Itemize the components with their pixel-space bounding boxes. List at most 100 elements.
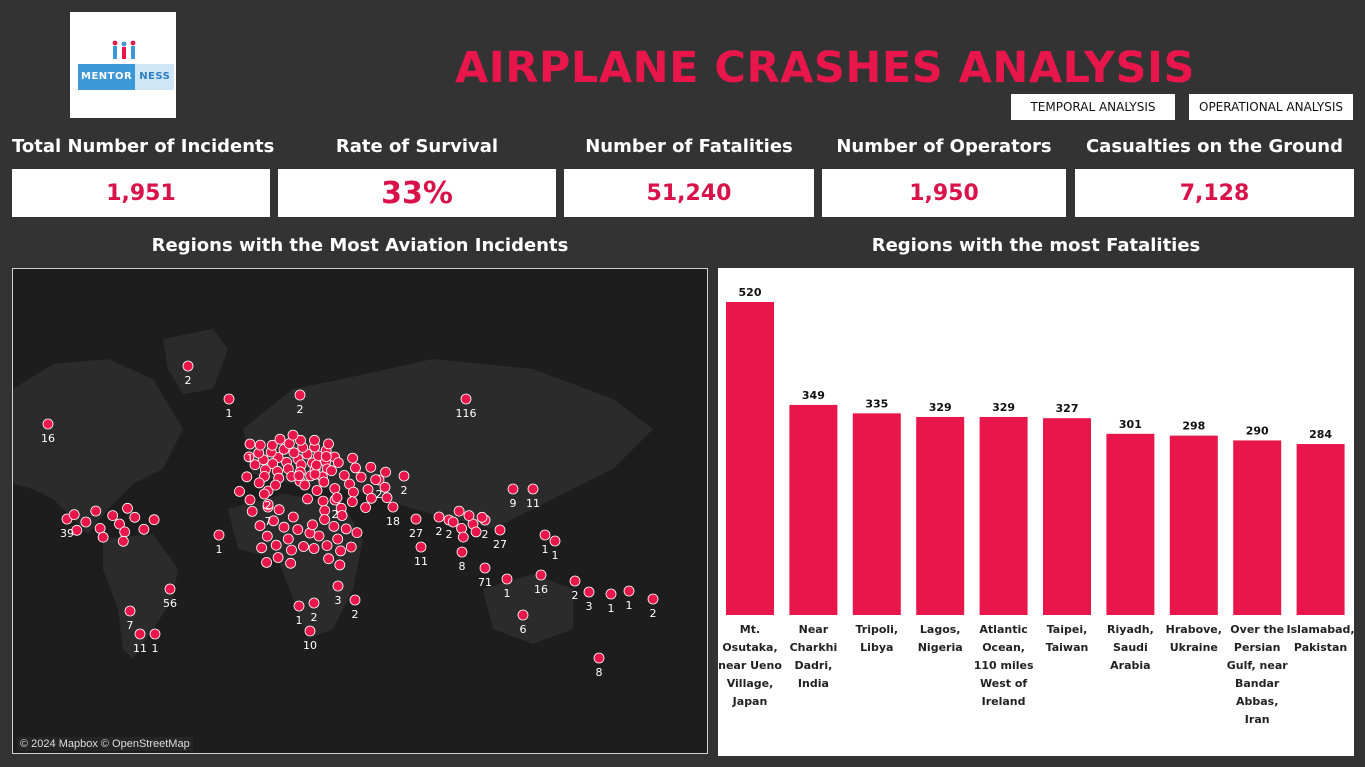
incident-marker-cluster-113[interactable] <box>351 527 363 539</box>
incident-marker-cluster-90[interactable] <box>272 552 284 563</box>
incident-marker-43[interactable] <box>332 580 344 592</box>
incident-marker-cluster-54[interactable] <box>317 495 329 507</box>
incident-marker-cluster-79[interactable] <box>71 524 83 536</box>
incident-marker-cluster-101[interactable] <box>321 540 333 552</box>
incident-marker-cluster-116[interactable] <box>253 477 265 489</box>
incident-marker-24[interactable] <box>527 483 539 495</box>
incident-marker-cluster-110[interactable] <box>336 510 348 521</box>
incident-marker-cluster-99[interactable] <box>273 504 285 516</box>
incident-marker-cluster-30[interactable] <box>249 459 261 471</box>
incident-marker-cluster-102[interactable] <box>328 520 340 532</box>
incident-marker-cluster-41[interactable] <box>329 483 341 494</box>
incident-marker-cluster-105[interactable] <box>340 523 352 535</box>
incident-marker-18[interactable] <box>433 511 445 523</box>
incident-marker-15[interactable] <box>387 501 399 513</box>
incident-marker-cluster-51[interactable] <box>346 496 358 508</box>
incident-marker-cluster-77[interactable] <box>90 505 102 517</box>
incident-marker-cluster-109[interactable] <box>308 543 320 554</box>
incident-marker-cluster-20[interactable] <box>266 439 278 451</box>
incident-marker-cluster-74[interactable] <box>80 516 92 528</box>
incident-marker-cluster-31[interactable] <box>309 434 320 446</box>
incident-marker-cluster-75[interactable] <box>129 511 141 523</box>
incident-marker-cluster-9[interactable] <box>267 458 279 470</box>
incident-marker-38[interactable] <box>593 652 605 664</box>
incident-marker-cluster-119[interactable] <box>270 479 281 491</box>
incident-marker-33[interactable] <box>583 586 595 598</box>
incident-map[interactable]: 2 1 16 116 2 1 39 56 7 11 1 2 7 2 2 18 2 27 2 2 2 27 11 9 11 8 71 1… <box>12 268 708 754</box>
incident-marker-28[interactable] <box>539 529 551 541</box>
incident-marker-cluster-72[interactable] <box>107 510 119 522</box>
incident-marker-cluster-93[interactable] <box>256 542 268 554</box>
incident-marker-cluster-92[interactable] <box>298 541 309 552</box>
incident-marker-cluster-117[interactable] <box>262 499 274 510</box>
incident-marker-cluster-78[interactable] <box>138 523 150 535</box>
incident-marker-7[interactable] <box>164 583 176 595</box>
incident-marker-29[interactable] <box>549 535 561 547</box>
incident-marker-cluster-108[interactable] <box>345 541 357 553</box>
incident-marker-cluster-103[interactable] <box>335 545 347 557</box>
incident-marker-cluster-62[interactable] <box>302 493 313 505</box>
incident-marker-cluster-120[interactable] <box>246 505 258 517</box>
incident-marker-25[interactable] <box>456 546 468 558</box>
incident-marker-cluster-53[interactable] <box>370 474 382 486</box>
incident-marker-cluster-60[interactable] <box>310 459 322 471</box>
incident-marker-36[interactable] <box>647 593 659 605</box>
incident-marker-cluster-49[interactable] <box>311 485 323 496</box>
incident-marker-cluster-121[interactable] <box>241 471 253 483</box>
incident-marker-41[interactable] <box>304 625 316 637</box>
incident-marker-cluster-46[interactable] <box>331 492 343 503</box>
incident-marker-cluster-114[interactable] <box>258 488 270 500</box>
incident-marker-37[interactable] <box>517 609 529 621</box>
incident-marker-21[interactable] <box>494 524 506 536</box>
incident-marker-cluster-64[interactable] <box>360 502 372 513</box>
incident-marker-cluster-98[interactable] <box>261 556 273 568</box>
incident-marker-cluster-76[interactable] <box>97 531 109 543</box>
incident-marker-cluster-42[interactable] <box>338 469 350 481</box>
incident-marker-2[interactable] <box>42 418 54 430</box>
incident-marker-cluster-123[interactable] <box>456 522 468 534</box>
incident-marker-cluster-65[interactable] <box>293 470 305 482</box>
incident-marker-cluster-28[interactable] <box>274 433 286 445</box>
incident-marker-cluster-66[interactable] <box>380 466 392 478</box>
incident-marker-cluster-128[interactable] <box>457 531 469 543</box>
incident-marker-34[interactable] <box>605 588 617 600</box>
incident-marker-26[interactable] <box>479 562 491 574</box>
incident-marker-cluster-129[interactable] <box>453 505 465 517</box>
incident-marker-cluster-69[interactable] <box>381 492 393 504</box>
incident-marker-cluster-127[interactable] <box>476 511 488 523</box>
incident-marker-40[interactable] <box>308 597 320 609</box>
incident-marker-cluster-86[interactable] <box>278 521 290 533</box>
incident-marker-cluster-96[interactable] <box>254 520 266 532</box>
incident-marker-0[interactable] <box>182 360 194 372</box>
incident-marker-cluster-126[interactable] <box>447 516 459 528</box>
incident-marker-32[interactable] <box>569 575 581 587</box>
incident-marker-cluster-100[interactable] <box>332 533 344 545</box>
incident-marker-cluster-58[interactable] <box>365 461 377 473</box>
incident-marker-cluster-111[interactable] <box>334 559 346 571</box>
incident-marker-cluster-125[interactable] <box>470 526 482 538</box>
incident-marker-cluster-63[interactable] <box>347 452 359 464</box>
incident-marker-cluster-36[interactable] <box>287 429 299 441</box>
incident-marker-4[interactable] <box>294 389 306 401</box>
incident-marker-cluster-94[interactable] <box>287 511 299 523</box>
incident-marker-cluster-118[interactable] <box>234 485 245 497</box>
incident-marker-10[interactable] <box>149 628 161 640</box>
incident-marker-cluster-88[interactable] <box>261 530 273 542</box>
incident-marker-35[interactable] <box>623 585 635 597</box>
operational-analysis-button[interactable]: OPERATIONAL ANALYSIS <box>1189 94 1353 120</box>
incident-marker-cluster-83[interactable] <box>148 514 160 526</box>
incident-marker-cluster-104[interactable] <box>313 530 325 542</box>
incident-marker-5[interactable] <box>244 438 256 450</box>
incident-marker-cluster-2[interactable] <box>288 447 300 459</box>
incident-marker-cluster-43[interactable] <box>347 486 359 498</box>
incident-marker-23[interactable] <box>507 483 519 495</box>
incident-marker-cluster-56[interactable] <box>365 492 377 504</box>
incident-marker-cluster-67[interactable] <box>319 505 331 516</box>
incident-marker-cluster-91[interactable] <box>268 515 279 527</box>
incident-marker-17[interactable] <box>410 513 422 525</box>
incident-markers[interactable] <box>42 360 659 664</box>
incident-marker-cluster-45[interactable] <box>355 471 367 483</box>
incident-marker-39[interactable] <box>293 600 305 612</box>
incident-marker-27[interactable] <box>213 529 225 541</box>
